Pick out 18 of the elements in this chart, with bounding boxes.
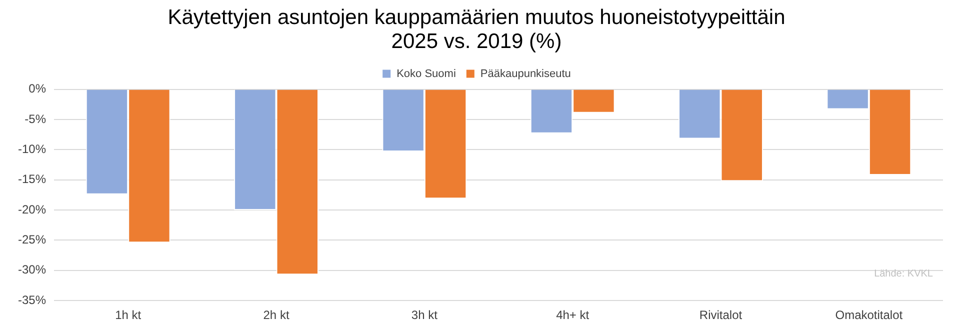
legend-label: Koko Suomi — [396, 68, 456, 80]
y-tick-label: -35% — [18, 292, 46, 307]
x-tick-label: Omakotitalot — [835, 308, 904, 322]
y-tick-label: -25% — [18, 232, 46, 247]
x-tick-label: 4h+ kt — [556, 308, 590, 322]
y-tick-label: -30% — [18, 262, 46, 277]
chart-title: Käytettyjen asuntojen kauppamäärien muutos huoneistotyypeittäin 2025 vs. 2019 (%) — [168, 6, 786, 54]
x-tick-label: 3h kt — [411, 308, 438, 322]
y-tick-label: -20% — [18, 202, 46, 216]
x-tick-label: Rivitalot — [699, 308, 743, 322]
legend-label: Pääkaupunkiseutu — [480, 68, 571, 80]
y-tick-label: 0% — [28, 82, 46, 96]
y-tick-label: -5% — [24, 112, 46, 126]
y-tick-label: -15% — [18, 172, 46, 186]
x-tick-label: 1h kt — [115, 308, 142, 322]
y-tick-label: -10% — [18, 142, 46, 156]
annotation: Lähde: KVKL — [874, 268, 934, 280]
x-tick-label: 2h kt — [263, 308, 290, 322]
